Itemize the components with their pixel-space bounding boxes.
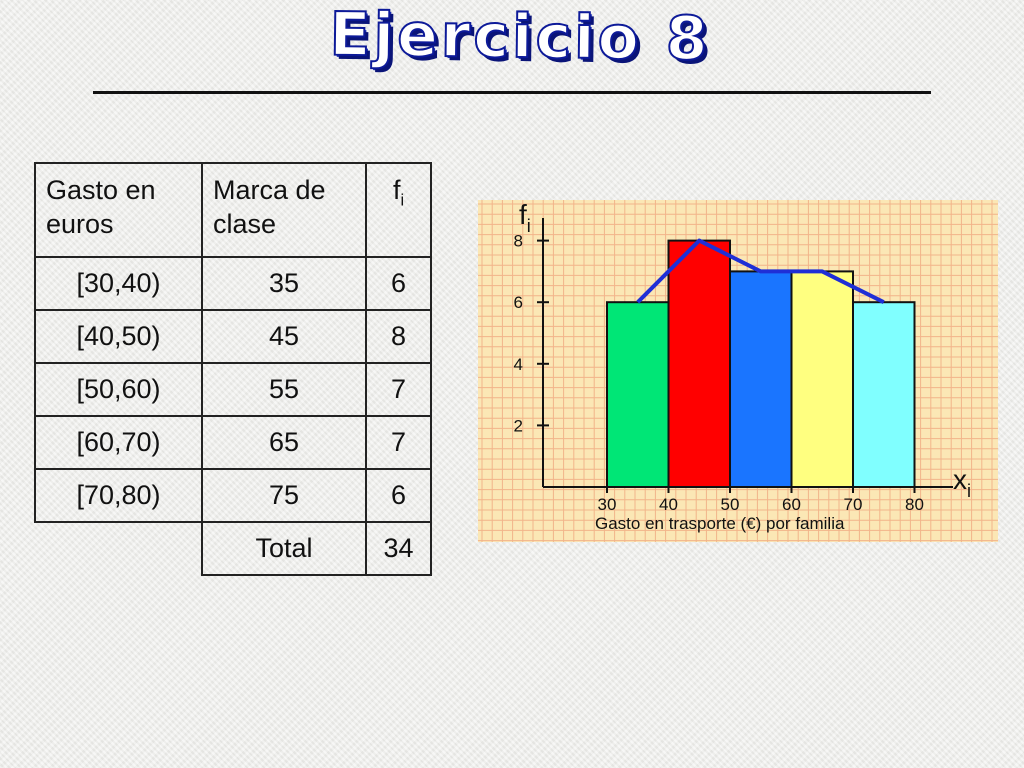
table-row: [30,40) 35 6 — [34, 256, 432, 311]
header-gasto-line1: Gasto en — [46, 175, 156, 205]
header-marca: Marca de clase — [201, 162, 367, 258]
header-gasto-line2: euros — [46, 208, 114, 239]
cell-marca: 75 — [201, 468, 367, 523]
cell-interval: [70,80) — [34, 468, 203, 523]
histogram-bar — [729, 270, 793, 489]
x-tick-label: 60 — [782, 495, 801, 514]
cell-fi: 7 — [365, 362, 432, 417]
table-row: [60,70) 65 7 — [34, 415, 432, 470]
x-tick-label: 40 — [659, 495, 678, 514]
cell-fi: 6 — [365, 468, 432, 523]
cell-marca: 45 — [201, 309, 367, 364]
table-row: [50,60) 55 7 — [34, 362, 432, 417]
x-axis-title: Gasto en trasporte (€) por familia — [595, 514, 845, 533]
y-axis-label: fi — [519, 200, 531, 236]
cell-marca: 35 — [201, 256, 367, 311]
cell-marca: 55 — [201, 362, 367, 417]
histogram-bar — [852, 301, 916, 488]
x-tick-label: 30 — [598, 495, 617, 514]
y-axis-label-main: f — [519, 200, 527, 230]
x-tick-label: 80 — [905, 495, 924, 514]
cell-fi: 8 — [365, 309, 432, 364]
empty-cell — [35, 522, 202, 575]
frequency-polygon — [636, 238, 885, 304]
y-tick-label: 2 — [514, 416, 523, 435]
table-row: [70,80) 75 6 — [34, 468, 432, 523]
cell-interval: [60,70) — [34, 415, 203, 470]
table-row: [40,50) 45 8 — [34, 309, 432, 364]
page-title: Ejercicio 8 — [328, 0, 712, 75]
header-marca-line2: clase — [213, 208, 277, 239]
histogram-bar — [606, 301, 670, 488]
table-total-row: Total 34 — [35, 521, 432, 576]
y-tick-label: 4 — [514, 355, 523, 374]
cell-fi: 6 — [365, 256, 432, 311]
header-fi: fi — [365, 162, 432, 258]
cell-interval: [40,50) — [34, 309, 203, 364]
header-marca-line1: Marca de — [213, 175, 326, 205]
y-tick-label: 8 — [514, 232, 523, 251]
x-axis-symbol-main: x — [953, 464, 967, 495]
histogram-bar — [790, 270, 854, 489]
cell-interval: [50,60) — [34, 362, 203, 417]
cell-interval: [30,40) — [34, 256, 203, 311]
header-fi-sub: i — [400, 191, 405, 210]
histogram-chart: 2 4 6 8 30 40 50 60 70 80 fi xi Gasto en trasporte (… — [478, 199, 998, 542]
header-gasto: Gasto en euros — [34, 162, 203, 258]
x-tick-label: 70 — [844, 495, 863, 514]
y-axis-label-sub: i — [527, 216, 531, 236]
title-underline — [93, 91, 931, 94]
x-axis-symbol: xi — [953, 464, 971, 501]
total-value: 34 — [365, 521, 432, 576]
table-header-row: Gasto en euros Marca de clase fi — [34, 162, 432, 258]
frequency-table: Gasto en euros Marca de clase fi [30,40)… — [34, 162, 432, 576]
total-label: Total — [201, 521, 367, 576]
cell-marca: 65 — [201, 415, 367, 470]
y-tick-label: 6 — [514, 293, 523, 312]
histogram-bar — [667, 239, 731, 488]
header-fi-main: f — [392, 175, 401, 205]
x-tick-label: 50 — [721, 495, 740, 514]
cell-fi: 7 — [365, 415, 432, 470]
x-axis-symbol-sub: i — [967, 481, 971, 501]
